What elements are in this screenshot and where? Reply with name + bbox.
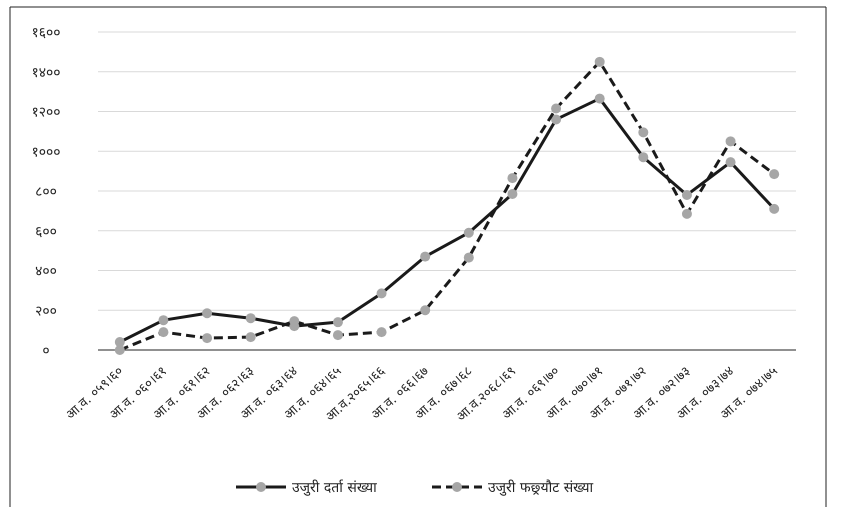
legend-label: उजुरी दर्ता संख्या	[292, 479, 377, 496]
data-point	[638, 127, 649, 138]
data-point	[769, 203, 780, 214]
data-point	[725, 157, 736, 168]
data-point	[158, 327, 169, 338]
y-tick-label: ८००	[35, 184, 57, 200]
data-point	[594, 56, 605, 67]
legend: उजुरी दर्ता संख्या उजुरी फछ्र्यौट संख्या	[236, 479, 593, 496]
series-line-0	[119, 97, 776, 344]
data-point	[507, 173, 518, 184]
y-tick-label: १०००	[31, 144, 60, 160]
data-point	[202, 333, 213, 344]
data-point	[551, 103, 562, 114]
data-point	[332, 330, 343, 341]
data-point	[769, 169, 780, 180]
data-point	[289, 316, 300, 327]
data-point	[376, 327, 387, 338]
data-point	[420, 251, 431, 262]
legend-swatch-marker	[452, 482, 462, 492]
data-point	[507, 188, 518, 199]
data-point	[202, 308, 213, 319]
y-tick-label: १६००	[31, 25, 60, 41]
y-tick-label: १२००	[31, 105, 60, 121]
data-point	[594, 93, 605, 104]
legend-label: उजुरी फछ्र्यौट संख्या	[488, 479, 593, 496]
data-point	[245, 313, 256, 324]
x-tick-labels: आ.व. ०५९।६०आ.व. ०६०।६१आ.व. ०६१।६२आ.व. ०६…	[63, 364, 781, 425]
series-line-1	[119, 60, 776, 352]
y-tick-labels: ० २०० ४०० ६०० ८०० १००० १२०० १४०० १६००	[31, 25, 60, 359]
series-lines	[114, 56, 780, 355]
data-point	[158, 315, 169, 326]
data-point	[681, 189, 692, 200]
data-point	[245, 332, 256, 343]
data-point	[332, 317, 343, 328]
y-tick-label: २००	[35, 303, 57, 319]
data-point	[420, 305, 431, 316]
data-point	[114, 345, 125, 355]
y-tick-label: ४००	[35, 264, 57, 280]
data-point	[376, 288, 387, 299]
data-point	[681, 208, 692, 219]
gridlines	[98, 31, 796, 311]
data-point	[463, 252, 474, 263]
data-point	[114, 337, 125, 348]
y-tick-label: १४००	[31, 65, 60, 81]
data-point	[463, 227, 474, 238]
data-point	[638, 152, 649, 163]
data-point	[725, 136, 736, 147]
data-point	[551, 114, 562, 125]
legend-swatch-marker	[256, 482, 266, 492]
y-tick-label: ०	[42, 343, 49, 359]
y-tick-label: ६००	[35, 224, 57, 240]
